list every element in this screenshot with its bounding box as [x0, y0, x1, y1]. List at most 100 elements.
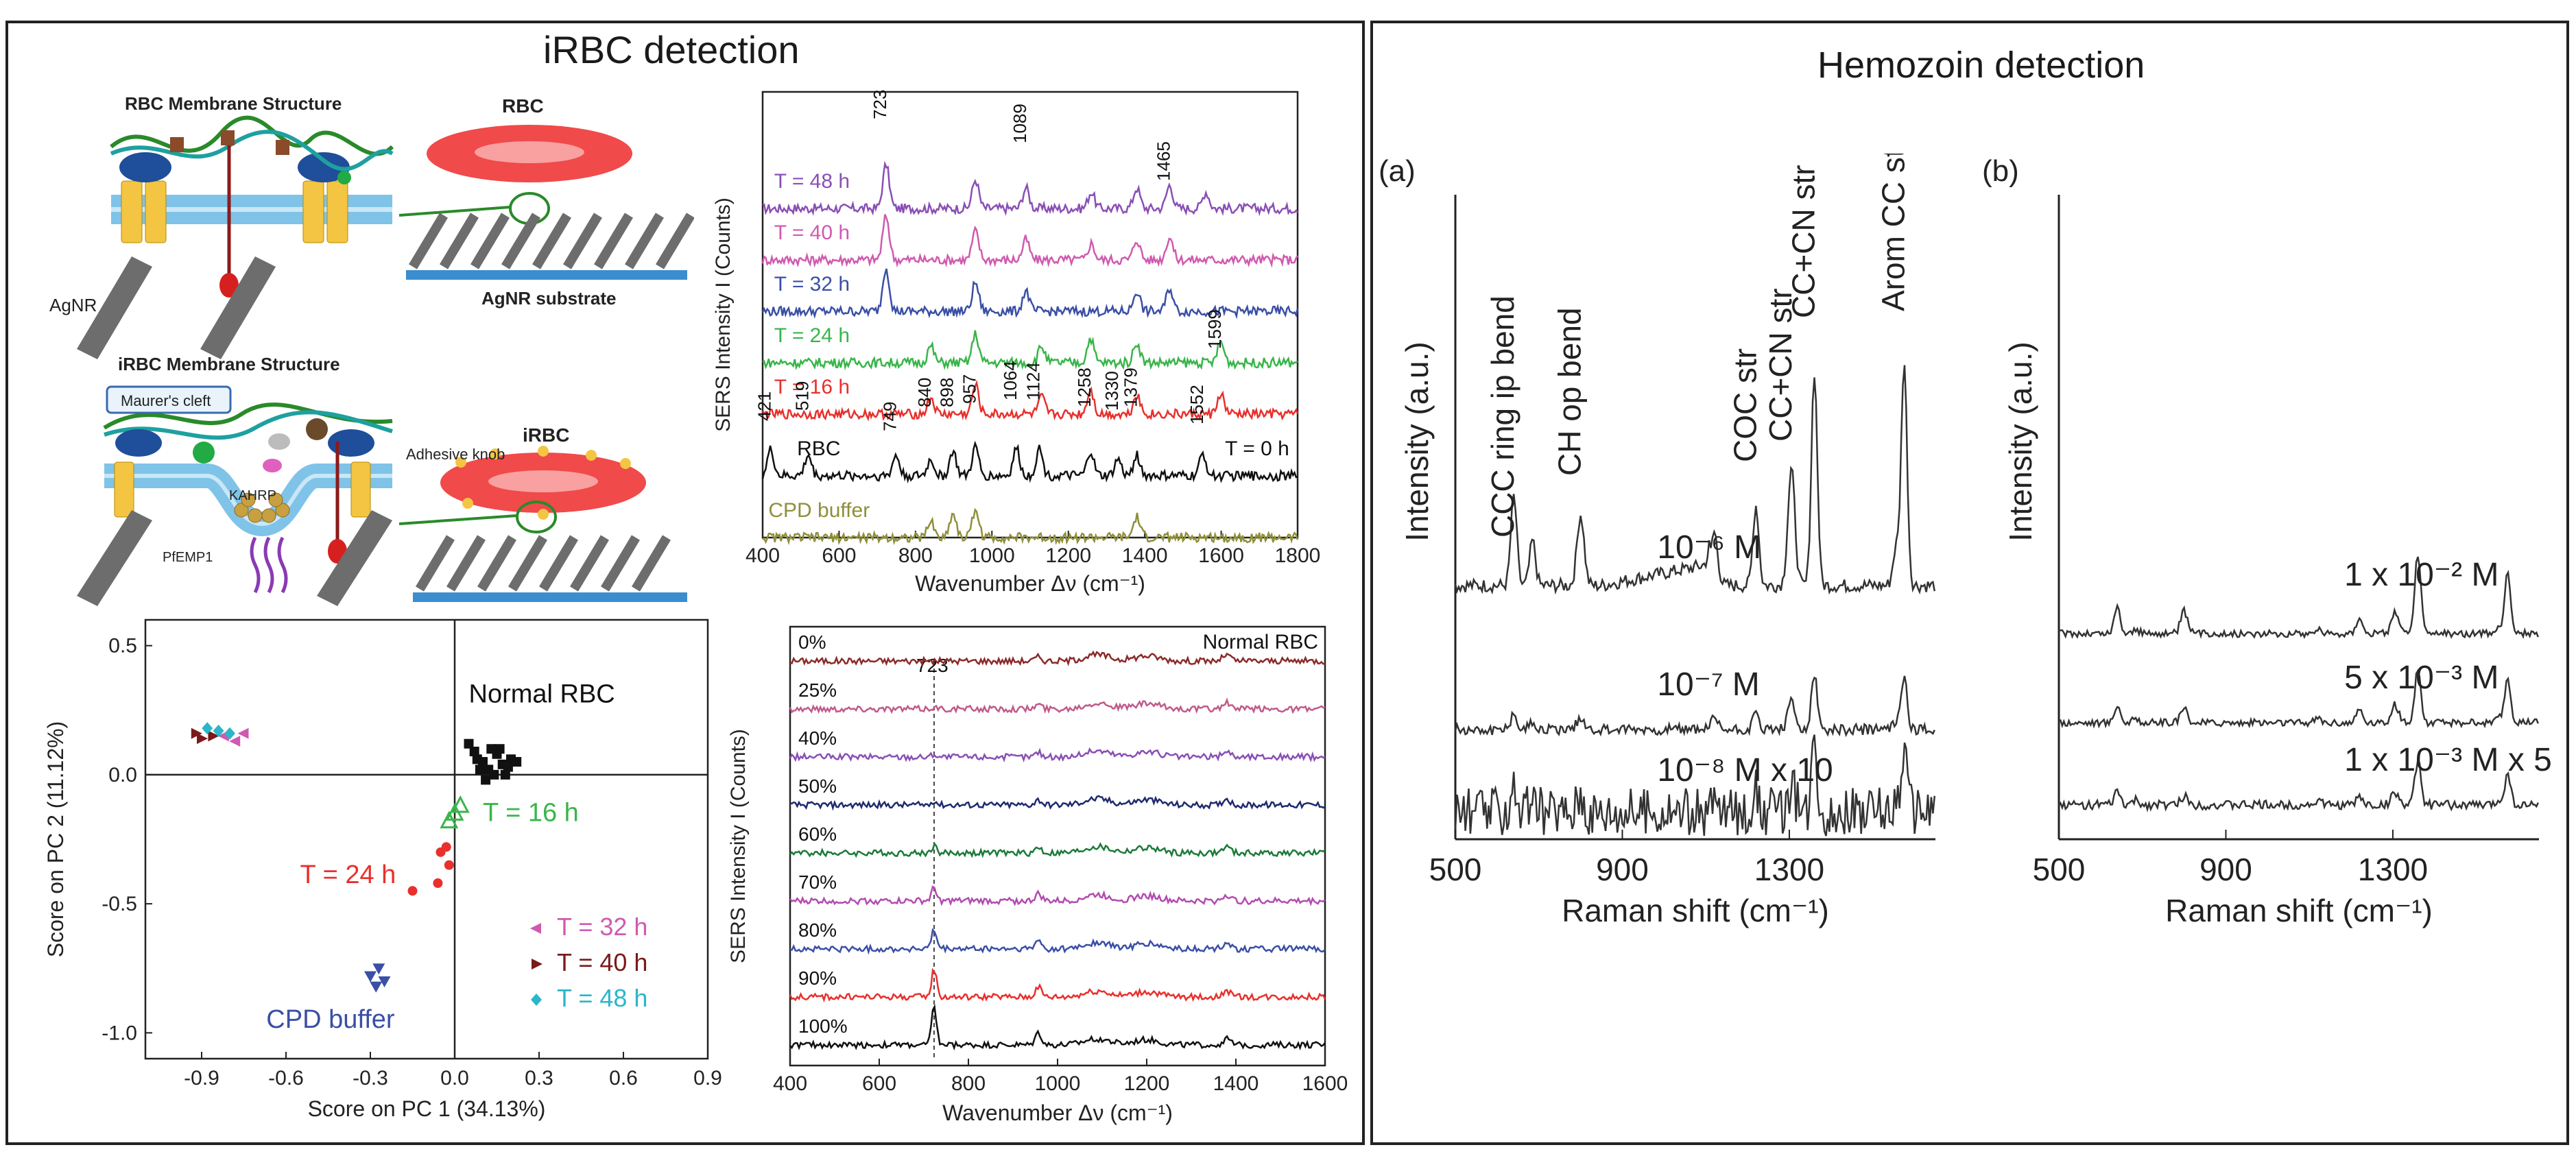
peak-label: 1064 — [1000, 361, 1021, 400]
series-label: T = 40 h — [774, 221, 850, 244]
agnr-rods — [77, 256, 276, 359]
x-tick-label: 1000 — [1035, 1072, 1081, 1095]
x-tick-label: 500 — [1429, 852, 1482, 887]
band-label: CH op bend — [1552, 308, 1588, 477]
hemozoin-detection-panel: Hemozoin detection (a) 500 900 1300 Raman sh… — [1370, 21, 2569, 1145]
series-line — [2058, 668, 2539, 729]
series-label: 1 x 10⁻² M — [2344, 557, 2499, 593]
legend-label: T = 40 h — [557, 948, 647, 976]
data-point — [489, 769, 499, 780]
series-line — [789, 747, 1326, 762]
series-label: 10⁻⁶ M — [1657, 529, 1761, 566]
irbc-label: iRBC — [523, 424, 569, 446]
legend-label: T = 32 h — [557, 913, 647, 941]
y-axis-label: Intensity (a.u.) — [1399, 341, 1435, 541]
peak-label: 749 — [879, 402, 900, 431]
rbc-cell — [427, 125, 632, 225]
data-point — [433, 878, 443, 888]
x-tick-label: 900 — [2199, 852, 2252, 887]
data-point — [472, 754, 482, 765]
x-axis-label: Wavenumber Δν (cm⁻¹) — [915, 571, 1145, 596]
panel-title: Hemozoin detection — [1817, 45, 2145, 86]
band-label: CC+CN str — [1785, 165, 1821, 318]
series-label: 10⁻⁷ M — [1657, 666, 1759, 703]
series-label: 90% — [798, 967, 837, 989]
series-line — [762, 160, 1299, 217]
x-tick-label: 600 — [862, 1072, 896, 1095]
series-label: RBC — [797, 437, 840, 460]
series-line — [761, 214, 1299, 268]
series-label: 70% — [798, 871, 837, 893]
series-label: 80% — [798, 919, 837, 941]
y-axis-label: SERS Intensity I (Counts) — [712, 197, 735, 432]
series-line — [762, 507, 1299, 546]
x-tick-label: 0.6 — [609, 1067, 638, 1090]
band-label: Arom CC str — [1875, 154, 1911, 311]
data-point — [237, 727, 249, 739]
group-label: T = 16 h — [483, 799, 579, 828]
series-line — [789, 697, 1326, 714]
data-point — [475, 765, 485, 775]
series-label: 40% — [798, 727, 837, 749]
x-tick-label: 800 — [951, 1072, 986, 1095]
data-point — [229, 735, 241, 747]
irbc-cell — [440, 446, 646, 533]
series-label: CPD buffer — [768, 499, 870, 522]
data-point — [364, 971, 377, 983]
series-label: 25% — [798, 679, 837, 701]
data-point — [208, 730, 219, 742]
data-point — [512, 757, 522, 767]
band-label: CCC ring ip bend — [1485, 296, 1520, 538]
data-point — [224, 727, 235, 740]
data-point — [444, 860, 454, 870]
data-point — [440, 810, 459, 829]
hemozoin-a-chart: (a) 500 900 1300 Raman shift (cm⁻¹) Intensity… — [1379, 154, 1936, 928]
plot-frame — [789, 625, 1326, 1067]
schematic-top-title: RBC Membrane Structure — [125, 93, 342, 114]
x-tick-label: 0.3 — [525, 1067, 553, 1090]
series-line — [1454, 675, 1935, 738]
peak-label: 519 — [791, 381, 812, 411]
data-point — [532, 959, 542, 970]
series-line — [789, 885, 1326, 906]
series-line — [762, 330, 1298, 371]
rbc-label: RBC — [502, 95, 544, 117]
band-label: COC str — [1727, 348, 1763, 462]
rbc-membrane — [110, 115, 394, 298]
data-point — [530, 923, 541, 934]
group-label: CPD buffer — [266, 1005, 395, 1034]
data-point — [372, 963, 385, 975]
x-tick-label: 500 — [2033, 852, 2086, 887]
zoom-arrow — [398, 514, 518, 525]
data-point — [464, 738, 474, 749]
y-tick-label: 0.0 — [108, 764, 137, 786]
x-tick-label: 0.9 — [693, 1067, 721, 1090]
series-line — [2058, 556, 2539, 640]
x-tick-label: 400 — [746, 544, 780, 567]
agnr-substrate — [413, 535, 687, 602]
peak-label: 421 — [754, 392, 775, 421]
x-tick-label: 900 — [1596, 852, 1649, 887]
x-tick-label: 1300 — [1754, 852, 1824, 887]
agnr-substrate — [406, 213, 694, 280]
series-label: 10⁻⁸ M x 10 — [1657, 752, 1833, 789]
zoom-arrow — [398, 206, 511, 217]
sers-parasitemia-chart: 400 600 800 1000 1200 1400 1600 Wavenumber Δν (… — [727, 625, 1348, 1125]
series-line — [761, 379, 1299, 422]
data-point — [451, 795, 470, 813]
peak-marker-label: 723 — [916, 655, 949, 676]
data-point — [469, 747, 479, 756]
x-tick-label: 1600 — [1302, 1072, 1348, 1095]
annotation: T = 0 h — [1225, 437, 1289, 460]
agnr-label: AgNR — [49, 295, 97, 315]
x-tick-label: 1800 — [1275, 544, 1321, 567]
data-point — [191, 727, 202, 739]
series-line — [789, 795, 1326, 811]
x-axis-label: Raman shift (cm⁻¹) — [2165, 893, 2433, 928]
x-axis-label: Raman shift (cm⁻¹) — [1562, 893, 1829, 928]
data-point — [197, 733, 208, 745]
knob-label: Adhesive knob — [406, 446, 505, 463]
peak-label: 1599 — [1204, 309, 1225, 349]
x-axis-label: Wavenumber Δν (cm⁻¹) — [942, 1100, 1173, 1125]
x-tick-label: 1400 — [1122, 544, 1168, 567]
